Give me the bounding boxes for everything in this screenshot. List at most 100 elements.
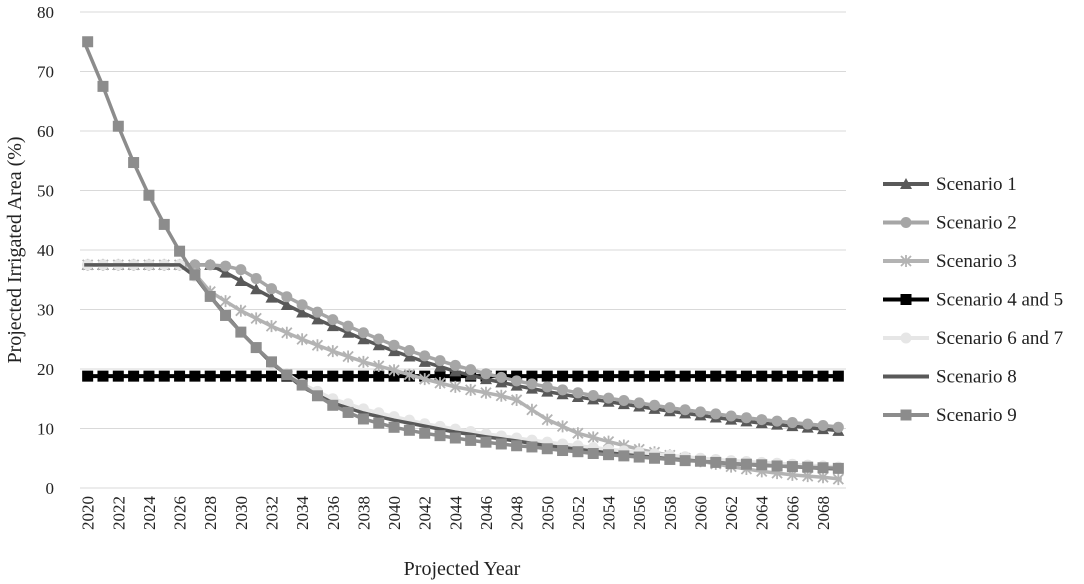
y-axis-ticks: 0 10 20 30 40 50 60 70 80 [37, 3, 54, 498]
data-point [756, 459, 768, 471]
data-point [204, 259, 216, 271]
data-point [281, 291, 293, 303]
legend-label: Scenario 8 [936, 367, 1017, 388]
data-point [786, 461, 798, 473]
x-tick-label: 2044 [446, 496, 465, 531]
x-tick-label: 2022 [109, 496, 128, 530]
legend-swatch-marker [900, 294, 912, 305]
legend-item: Scenario 1 [883, 174, 1017, 195]
data-point [526, 441, 538, 453]
data-point [587, 370, 599, 382]
data-point [357, 333, 370, 345]
data-point [250, 283, 263, 295]
data-point [373, 360, 385, 373]
y-axis-title: Projected Irrigated Area (%) [4, 136, 26, 363]
data-point [403, 368, 416, 381]
data-point [388, 339, 400, 351]
x-tick-label: 2058 [661, 496, 680, 530]
data-point [510, 393, 523, 406]
data-point [296, 333, 308, 346]
data-point [817, 471, 829, 484]
data-point [128, 370, 140, 382]
data-point [756, 370, 768, 382]
x-tick-label: 2048 [508, 496, 527, 530]
x-tick-label: 2060 [691, 496, 710, 530]
data-point [725, 370, 737, 382]
data-point [342, 320, 354, 332]
data-point [280, 299, 293, 311]
data-point [235, 370, 247, 382]
x-tick-label: 2038 [354, 496, 373, 530]
legend: Scenario 1 Scenario 2 Scenario 3 Scenario 4… [883, 174, 1063, 426]
data-point [618, 395, 630, 407]
data-point [817, 462, 829, 474]
legend-item: Scenario 3 [883, 251, 1017, 272]
data-point [603, 370, 615, 382]
data-point [342, 350, 354, 363]
x-tick-label: 2020 [79, 496, 98, 530]
data-point [587, 389, 599, 401]
data-point [740, 458, 752, 470]
data-point [710, 370, 722, 382]
data-point [572, 387, 584, 399]
data-point [311, 370, 323, 382]
data-point [266, 370, 277, 382]
data-point [679, 404, 691, 416]
legend-label: Scenario 9 [936, 405, 1017, 426]
series-1 [82, 259, 844, 433]
data-point [587, 431, 599, 444]
data-point [373, 333, 385, 345]
data-point [817, 420, 829, 432]
x-axis-ticks: 2020 2022 2024 2026 2028 2030 2032 2034 2036 2038… [79, 496, 833, 531]
data-point [388, 364, 400, 377]
data-point [449, 359, 461, 371]
data-point [710, 408, 722, 420]
data-point [434, 430, 446, 442]
data-point [449, 380, 461, 393]
data-point [434, 376, 446, 389]
data-point [189, 370, 201, 382]
data-point [357, 355, 370, 368]
data-point [495, 389, 507, 402]
legend-label: Scenario 3 [936, 251, 1017, 272]
data-point [373, 417, 385, 429]
data-point [740, 412, 752, 424]
data-point [480, 368, 492, 380]
data-point [694, 406, 706, 418]
data-point [618, 370, 630, 382]
x-tick-label: 2052 [569, 496, 588, 530]
data-point [220, 309, 232, 321]
data-point [664, 402, 676, 414]
data-point [495, 371, 507, 383]
data-point [557, 370, 569, 382]
data-point [633, 451, 645, 463]
data-point [679, 370, 691, 382]
data-point [357, 413, 369, 425]
series-line [84, 263, 842, 433]
data-point [327, 345, 339, 358]
data-point [357, 327, 369, 339]
data-point [679, 455, 691, 467]
data-point [465, 364, 477, 376]
data-point [204, 370, 216, 382]
gridlines [80, 11, 846, 489]
legend-item: Scenario 8 [883, 367, 1017, 388]
data-point [587, 447, 599, 459]
data-point [832, 421, 844, 433]
legend-label: Scenario 6 and 7 [936, 328, 1063, 349]
data-point [802, 370, 814, 382]
data-point [802, 418, 814, 430]
data-point [725, 410, 737, 422]
series-lines [81, 36, 845, 486]
legend-label: Scenario 2 [936, 213, 1017, 234]
data-point [373, 370, 385, 382]
data-point [817, 370, 829, 382]
y-tick-label: 70 [37, 63, 54, 82]
data-point [266, 283, 277, 295]
data-point [403, 424, 415, 436]
legend-swatch-marker [900, 217, 912, 228]
data-point [649, 399, 660, 411]
data-point [419, 427, 431, 439]
legend-label: Scenario 1 [936, 174, 1017, 195]
data-point [465, 434, 477, 446]
